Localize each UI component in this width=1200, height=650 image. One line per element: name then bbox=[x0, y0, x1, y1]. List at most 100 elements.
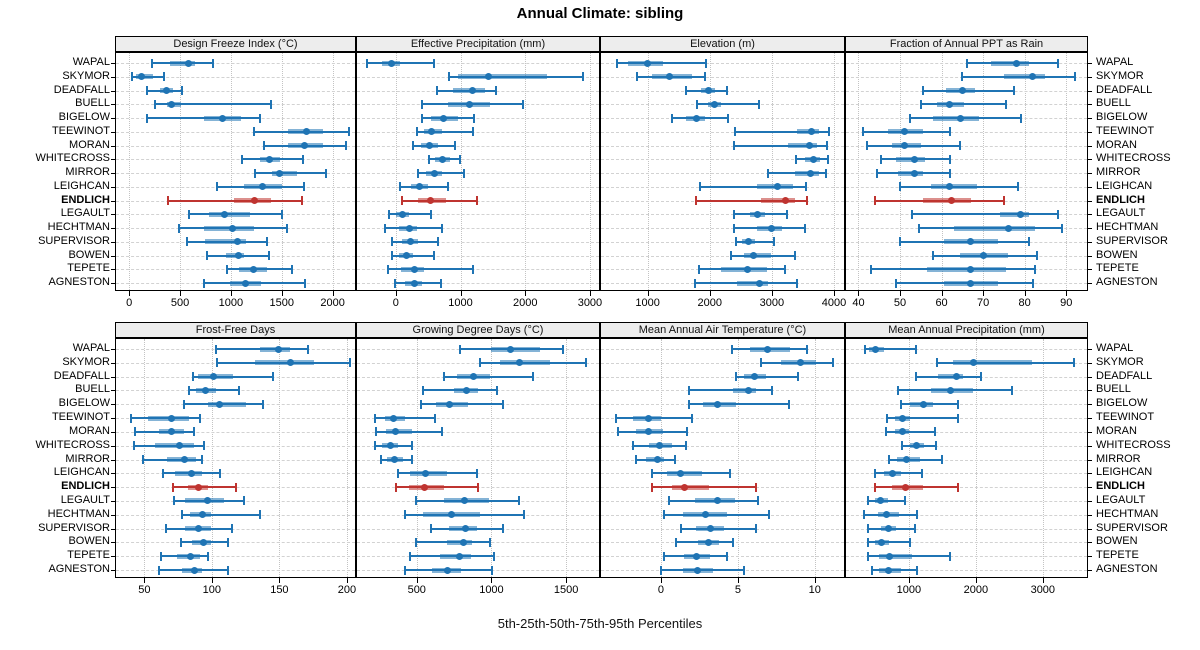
station-label-left: BOWEN bbox=[68, 535, 110, 548]
x-tick bbox=[1066, 291, 1068, 296]
x-tick-label: 200 bbox=[337, 584, 357, 596]
panel-effective-precipitation-mm: 0 1000 2000 3000 bbox=[356, 52, 602, 309]
whisker-cap-95th bbox=[1019, 113, 1022, 123]
x-tick bbox=[834, 291, 836, 296]
whisker-cap-5th bbox=[635, 455, 638, 464]
x-tick bbox=[858, 291, 860, 296]
whisker-cap-5th bbox=[173, 496, 176, 506]
median-dot bbox=[680, 483, 688, 491]
whisker-cap-5th bbox=[132, 441, 135, 451]
whisker-cap-5th bbox=[459, 344, 462, 354]
grid-hline bbox=[846, 145, 1087, 147]
whisker-cap-5th bbox=[650, 482, 653, 492]
whisker-cap-95th bbox=[957, 399, 960, 409]
whisker-cap-5th bbox=[397, 468, 400, 478]
median-dot bbox=[258, 183, 266, 191]
x-tick-label: 50 bbox=[893, 297, 907, 309]
panel-growing-degree-days-c: 500 1000 1500 bbox=[356, 338, 600, 596]
x-tick-label: 1500 bbox=[553, 584, 579, 596]
range-line-5-95 bbox=[699, 185, 807, 188]
whisker-cap-95th bbox=[265, 237, 268, 247]
y-tick-left bbox=[111, 131, 115, 133]
whisker-cap-95th bbox=[344, 141, 347, 150]
grid-hline bbox=[116, 431, 355, 433]
median-dot bbox=[516, 359, 524, 367]
median-dot bbox=[714, 497, 722, 505]
iqr-band-25-75 bbox=[999, 211, 1029, 217]
median-dot bbox=[768, 224, 776, 232]
whisker-cap-95th bbox=[211, 58, 214, 68]
grid-hline bbox=[846, 131, 1087, 133]
median-dot bbox=[948, 197, 956, 204]
whisker-cap-95th bbox=[915, 510, 918, 520]
whisker-cap-5th bbox=[884, 427, 887, 437]
station-label-right: AGNESTON bbox=[1096, 563, 1158, 575]
x-tick-label: 3000 bbox=[759, 297, 785, 309]
whisker-cap-95th bbox=[271, 372, 274, 382]
x-tick-label: 4000 bbox=[821, 297, 847, 309]
median-dot bbox=[655, 442, 663, 450]
whisker-cap-95th bbox=[935, 441, 938, 451]
whisker-cap-5th bbox=[615, 58, 618, 68]
whisker-cap-5th bbox=[874, 196, 877, 205]
whisker-cap-5th bbox=[696, 99, 699, 109]
x-tick-label: 1000 bbox=[635, 297, 660, 309]
grid-vline bbox=[1042, 339, 1044, 577]
range-line-5-95 bbox=[154, 103, 271, 106]
median-dot bbox=[889, 469, 897, 477]
median-dot bbox=[774, 183, 782, 191]
whisker-cap-95th bbox=[562, 344, 565, 354]
grid-hline bbox=[357, 186, 599, 188]
whisker-cap-5th bbox=[415, 496, 417, 506]
grid-hline bbox=[357, 200, 599, 202]
iqr-band-25-75 bbox=[787, 143, 817, 148]
whisker-cap-5th bbox=[675, 537, 678, 547]
x-tick bbox=[983, 291, 985, 296]
whisker-cap-5th bbox=[263, 141, 266, 150]
whisker-cap-95th bbox=[304, 278, 307, 288]
grid-hline bbox=[846, 487, 1087, 489]
station-label-left: SUPERVISOR bbox=[38, 234, 110, 247]
grid-hline bbox=[357, 241, 599, 243]
whisker-cap-5th bbox=[650, 468, 653, 478]
station-label-left: MORAN bbox=[69, 138, 110, 151]
whisker-cap-95th bbox=[446, 182, 449, 192]
whisker-cap-95th bbox=[1073, 358, 1076, 368]
whisker-cap-5th bbox=[870, 565, 873, 575]
median-dot bbox=[710, 100, 718, 108]
median-dot bbox=[430, 169, 438, 177]
grid-vline bbox=[566, 339, 568, 577]
median-dot bbox=[410, 279, 418, 287]
median-dot bbox=[425, 142, 433, 149]
median-dot bbox=[392, 428, 400, 436]
whisker-cap-5th bbox=[694, 278, 697, 288]
whisker-cap-95th bbox=[269, 99, 272, 109]
whisker-cap-95th bbox=[218, 468, 221, 478]
whisker-cap-95th bbox=[235, 482, 238, 492]
whisker-cap-95th bbox=[796, 278, 799, 288]
median-dot bbox=[1017, 210, 1025, 218]
whisker-cap-95th bbox=[832, 358, 835, 368]
grid-vline bbox=[144, 339, 146, 577]
x-tick-label: 150 bbox=[270, 584, 289, 596]
grid-hline bbox=[116, 556, 355, 558]
whisker-cap-95th bbox=[477, 482, 479, 492]
whisker-cap-95th bbox=[582, 72, 585, 82]
x-tick bbox=[460, 291, 462, 296]
median-dot bbox=[398, 210, 406, 218]
grid-hline bbox=[601, 241, 844, 243]
station-label-right: MORAN bbox=[1096, 138, 1137, 151]
range-line-5-95 bbox=[688, 403, 789, 406]
whisker-cap-5th bbox=[448, 72, 451, 82]
median-dot bbox=[763, 345, 771, 353]
whisker-cap-5th bbox=[767, 168, 770, 178]
whisker-cap-5th bbox=[373, 413, 376, 423]
station-label-left: MIRROR bbox=[65, 166, 110, 178]
iqr-band-25-75 bbox=[208, 211, 251, 217]
whisker-cap-95th bbox=[1056, 58, 1059, 68]
whisker-cap-5th bbox=[379, 455, 382, 464]
median-dot bbox=[1004, 224, 1012, 232]
median-dot bbox=[956, 114, 964, 122]
y-tick-left bbox=[111, 269, 115, 271]
whisker-cap-95th bbox=[805, 182, 808, 192]
